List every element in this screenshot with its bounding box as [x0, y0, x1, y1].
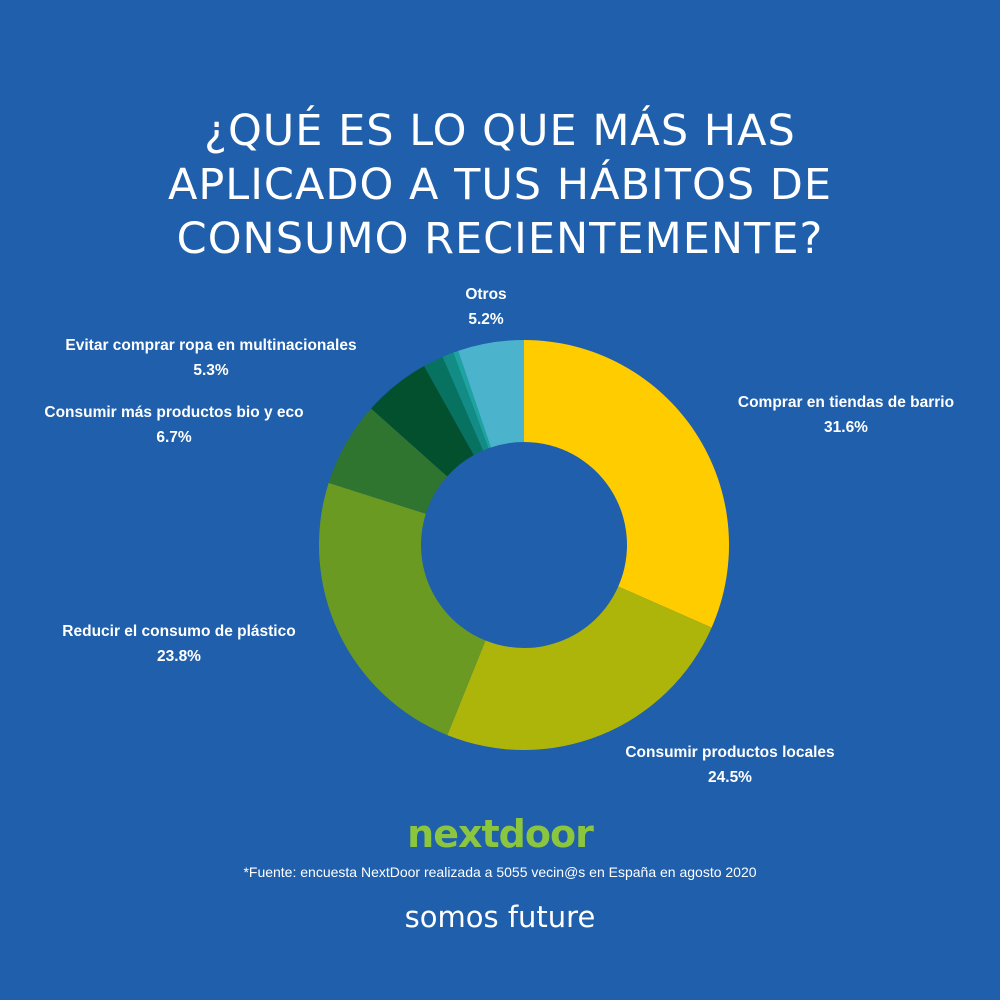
donut-slice [458, 340, 524, 448]
slice-label: Reducir el consumo de plástico [62, 623, 295, 640]
slice-label: Evitar comprar ropa en multinacionales [65, 337, 356, 354]
slice-value-label: 6.7% [156, 429, 192, 446]
slice-value-label: 31.6% [824, 419, 868, 436]
donut-slice [447, 586, 712, 750]
slice-value-label: 23.8% [157, 648, 201, 665]
slice-value-label: 5.3% [193, 362, 229, 379]
donut-slice [524, 340, 729, 628]
donut-slice [328, 408, 448, 514]
chart-title-line: ¿QUÉ ES LO QUE MÁS HAS [204, 106, 796, 156]
source-note: *Fuente: encuesta NextDoor realizada a 5… [243, 864, 757, 880]
donut-labels: Comprar en tiendas de barrio 31.6% Consumi… [44, 286, 954, 786]
donut-slice [318, 482, 486, 736]
slice-label: Otros [465, 286, 506, 303]
chart-title-line: APLICADO A TUS HÁBITOS DE [167, 160, 833, 210]
donut-slices [318, 340, 729, 750]
footer-brand: somos future [404, 900, 596, 934]
donut-slice [424, 356, 484, 456]
slice-label: Consumir más productos bio y eco [44, 404, 303, 421]
chart-title-line: CONSUMO RECIENTEMENTE? [176, 214, 824, 264]
slice-label: Consumir productos locales [625, 744, 834, 761]
slice-label: Comprar en tiendas de barrio [738, 394, 954, 411]
nextdoor-logo: nextdoor [407, 812, 594, 856]
donut-slice [442, 352, 489, 451]
slice-value-label: 5.2% [468, 311, 504, 328]
chart-title: ¿QUÉ ES LO QUE MÁS HAS APLICADO A TUS HÁ… [0, 104, 1000, 266]
donut-slice [453, 350, 491, 449]
donut-slice [371, 365, 474, 477]
slice-value-label: 24.5% [708, 769, 752, 786]
